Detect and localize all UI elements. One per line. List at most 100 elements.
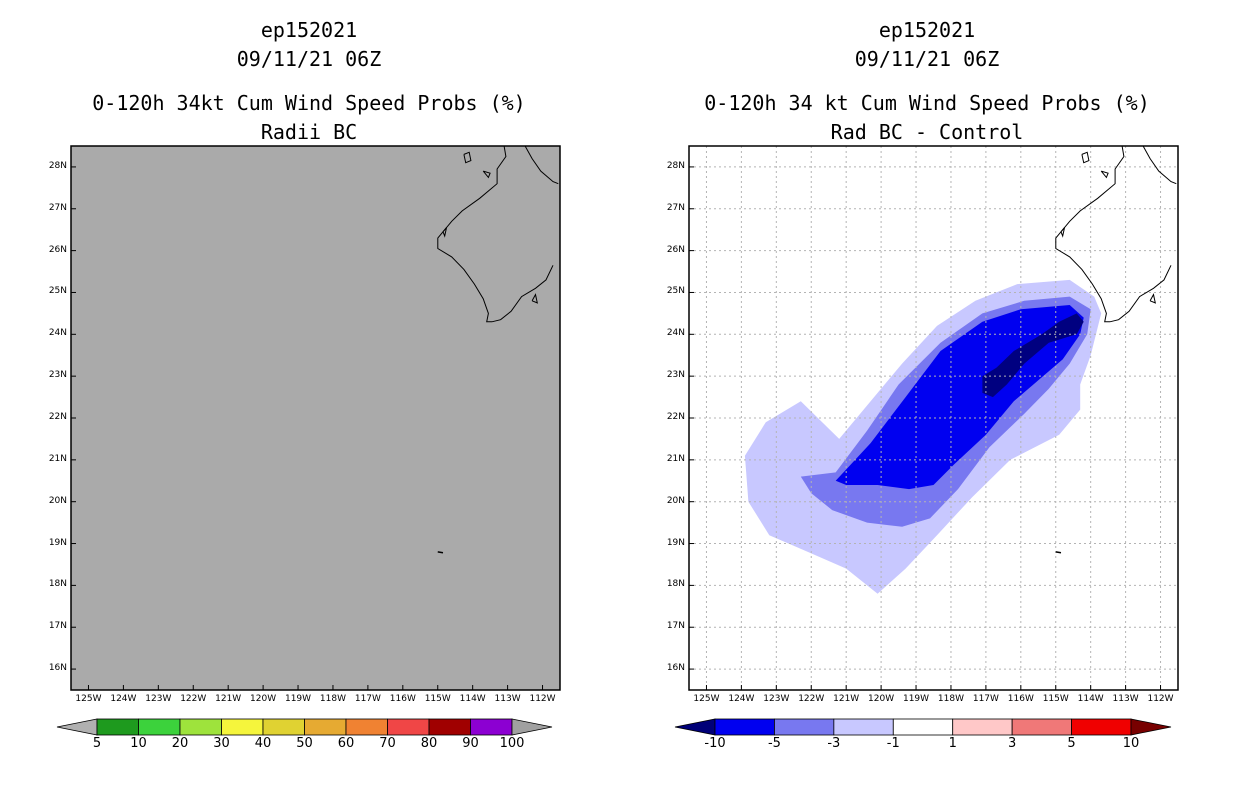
y-tick-label: 16N [666, 663, 685, 674]
y-tick-label: 26N [666, 244, 685, 255]
colorbar-label: 80 [420, 736, 438, 751]
y-tick-label: 26N [48, 244, 67, 255]
y-tick-label: 27N [666, 202, 685, 213]
x-tick-label: 117W [354, 694, 381, 704]
colorbar-label: 20 [171, 736, 189, 751]
chart-title-line-4: Radii BC [260, 120, 358, 144]
island-socorro [437, 551, 444, 554]
y-tick-label: 24N [666, 328, 685, 339]
chart-title-line-3: 0-120h 34 kt Cum Wind Speed Probs (%) [704, 91, 1150, 115]
x-tick-label: 119W [902, 694, 930, 704]
x-tick-label: 116W [389, 694, 416, 704]
colorbar-label: 1 [948, 736, 957, 751]
island-outline [1060, 227, 1065, 238]
colorbar-swatch [714, 718, 775, 736]
y-tick-label: 17N [48, 621, 67, 632]
y-tick-label: 24N [48, 328, 67, 339]
y-tick-label: 21N [48, 453, 67, 464]
x-tick-label: 120W [868, 694, 895, 704]
colorbar-high-arrow [1130, 718, 1172, 736]
chart-title-line-1: ep152021 [260, 18, 358, 42]
x-tick-label: 118W [937, 694, 964, 704]
y-tick-label: 20N [666, 495, 685, 506]
coastline-mainland [1142, 145, 1177, 185]
x-tick-label: 125W [693, 694, 720, 704]
colorbar-swatch [892, 718, 954, 736]
colorbar-swatch [1011, 718, 1072, 736]
y-tick-label: 23N [666, 370, 685, 381]
x-tick-label: 123W [763, 694, 790, 704]
y-tick-label: 20N [48, 495, 67, 506]
x-tick-label: 116W [1007, 694, 1034, 704]
x-tick-label: 121W [833, 694, 860, 704]
colorbar-label: -10 [704, 736, 726, 751]
x-tick-label: 122W [180, 694, 207, 704]
colorbar-label: 100 [499, 736, 525, 751]
colorbar-swatch [1071, 718, 1132, 736]
chart-title-line-2: 09/11/21 06Z [854, 47, 1000, 71]
x-tick-label: 112W [529, 694, 556, 704]
colorbar-label: 30 [213, 736, 230, 751]
y-tick-label: 25N [666, 286, 685, 297]
x-tick-label: 123W [145, 694, 172, 704]
island-outline [442, 227, 447, 238]
y-tick-label: 27N [48, 202, 67, 213]
y-tick-label: 16N [48, 663, 67, 674]
colorbar-label: 5 [1067, 736, 1076, 751]
colorbar-label: 5 [92, 736, 102, 751]
colorbar-label: 10 [130, 736, 147, 751]
colorbar-label: -3 [827, 736, 841, 751]
y-tick-label: 19N [48, 537, 67, 548]
colorbar-label: 40 [254, 736, 272, 751]
colorbar-high-arrow [511, 718, 553, 736]
x-tick-label: 122W [798, 694, 825, 704]
colorbar-label: 90 [462, 736, 479, 751]
colorbar-label: -1 [886, 736, 900, 751]
x-tick-label: 124W [110, 694, 137, 704]
island-outline [1081, 151, 1090, 164]
island-outline [463, 151, 472, 164]
x-tick-label: 125W [75, 694, 102, 704]
colorbar-label: 10 [1122, 736, 1140, 751]
x-tick-label: 113W [494, 694, 521, 704]
x-tick-label: 117W [972, 694, 999, 704]
y-tick-label: 28N [666, 160, 685, 171]
x-tick-label: 114W [1077, 694, 1104, 704]
colorbar-low-arrow [674, 718, 716, 736]
colorbar-swatch [833, 718, 894, 736]
y-tick-label: 28N [48, 160, 67, 171]
y-tick-label: 22N [48, 412, 67, 422]
y-tick-label: 17N [666, 621, 685, 632]
x-tick-label: 121W [215, 694, 242, 704]
coastline [1055, 145, 1172, 323]
chart-title-line-3: 0-120h 34kt Cum Wind Speed Probs (%) [92, 91, 526, 115]
island-outline [482, 170, 491, 179]
contour-fill-4 [982, 313, 1084, 398]
coastline [437, 145, 554, 323]
y-tick-label: 19N [666, 537, 685, 548]
colorbar-label: 50 [296, 736, 313, 751]
plot-background [71, 146, 560, 690]
y-tick-label: 21N [666, 453, 685, 464]
x-tick-label: 115W [1042, 694, 1069, 704]
y-tick-label: 25N [48, 286, 67, 297]
colorbar-label: 3 [1008, 736, 1017, 751]
x-tick-label: 113W [1112, 694, 1139, 704]
colorbar-label: -5 [767, 736, 781, 751]
island-outline [531, 293, 538, 304]
x-tick-label: 118W [319, 694, 346, 704]
island-outline [1149, 293, 1156, 304]
colorbar-swatch [774, 718, 835, 736]
x-tick-label: 124W [728, 694, 755, 704]
x-tick-label: 119W [284, 694, 312, 704]
colorbar-label: 60 [337, 736, 355, 751]
y-tick-label: 22N [666, 412, 685, 422]
coastline-mainland [524, 145, 559, 185]
chart-title-line-2: 09/11/21 06Z [236, 47, 382, 71]
y-tick-label: 18N [666, 579, 685, 590]
y-tick-label: 18N [48, 579, 67, 590]
island-socorro [1055, 551, 1062, 554]
chart-title-line-4: Rad BC - Control [830, 120, 1024, 144]
